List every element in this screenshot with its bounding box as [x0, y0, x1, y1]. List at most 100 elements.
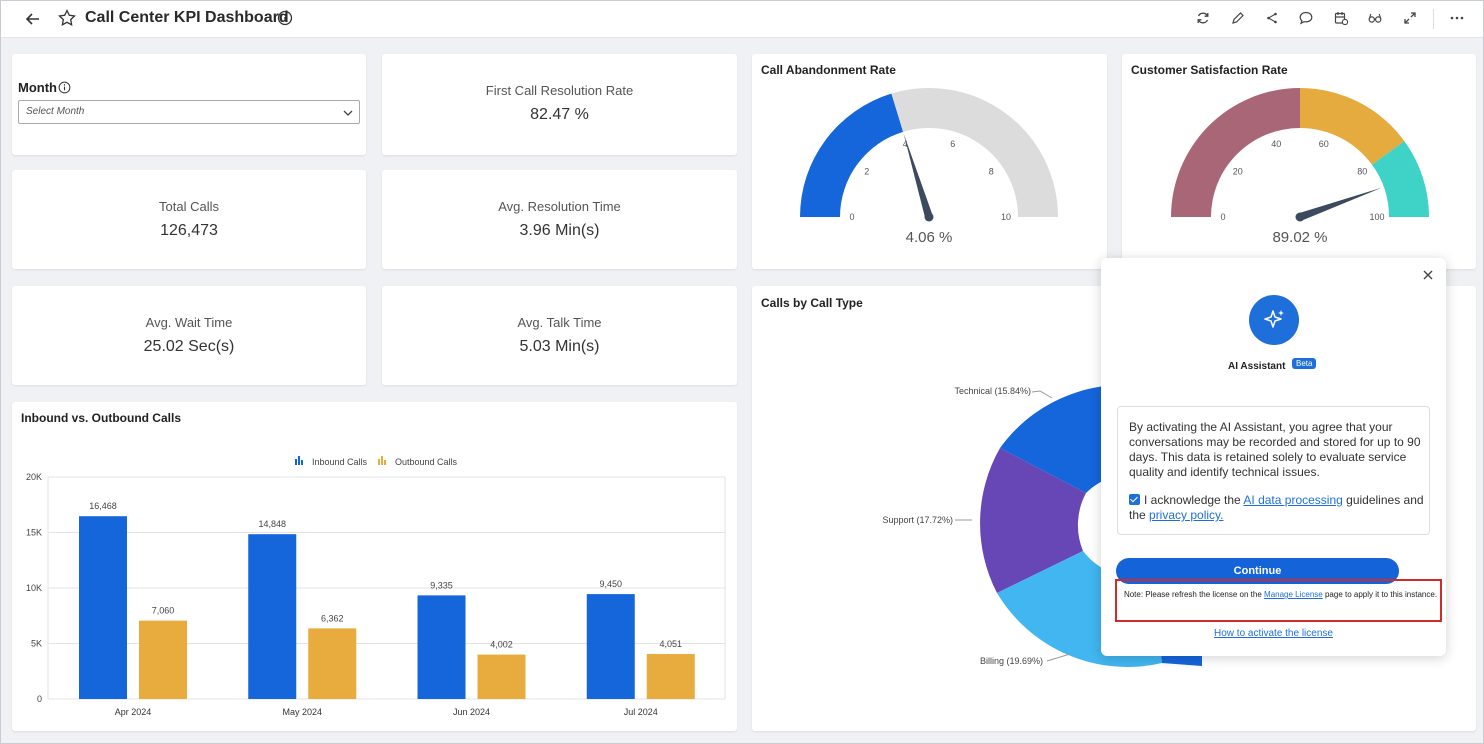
ai-data-processing-link[interactable]: AI data processing: [1243, 493, 1343, 507]
bar-inbound[interactable]: [417, 595, 466, 699]
kpi-card-total-calls: Total Calls 126,473: [12, 170, 366, 269]
gauge-value: 89.02 %: [1272, 229, 1327, 246]
back-arrow-icon[interactable]: [23, 9, 43, 29]
satisfaction-card: Customer Satisfaction Rate 0 20 40 60 80 100 8…: [1122, 54, 1476, 269]
close-icon[interactable]: [1422, 269, 1434, 281]
legend-bar-icon: [378, 459, 380, 465]
glasses-icon[interactable]: [1367, 10, 1383, 26]
kpi-label: Avg. Resolution Time: [498, 199, 621, 214]
consent-text: By activating the AI Assistant, you agre…: [1129, 420, 1421, 479]
gauge-tick-label: 0: [849, 212, 854, 222]
acknowledge-checkbox[interactable]: [1129, 494, 1140, 505]
month-label: Month: [18, 80, 57, 95]
bar-outbound[interactable]: [646, 654, 695, 699]
legend-item[interactable]: Outbound Calls: [378, 456, 458, 467]
bar-inbound[interactable]: [79, 516, 127, 699]
legend-bar-icon: [295, 459, 297, 465]
license-note-text: Note: Please refresh the license on the …: [1123, 589, 1438, 600]
ai-assistant-logo: [1249, 295, 1299, 345]
ack-text: guidelines and the: [1129, 493, 1424, 522]
card-title: Calls by Call Type: [761, 296, 863, 310]
share-icon[interactable]: [1264, 10, 1280, 26]
kpi-value: 25.02 Sec(s): [143, 338, 235, 355]
gauge-needle-hub: [924, 212, 934, 222]
gauge-tick-label: 40: [1271, 139, 1281, 149]
bar-inbound[interactable]: [248, 534, 297, 699]
month-select[interactable]: Select Month: [18, 100, 360, 124]
kpi-label: Avg. Talk Time: [517, 315, 602, 330]
x-tick-label: Apr 2024: [115, 707, 152, 717]
legend-bar-icon: [301, 460, 303, 465]
x-tick-label: Jul 2024: [624, 707, 658, 717]
data-label: 7,060: [152, 606, 175, 616]
bar-outbound[interactable]: [477, 654, 526, 699]
gauge-tick-label: 8: [989, 167, 994, 177]
gauge-tick-label: 20: [1233, 167, 1243, 177]
note-text: Note: Please refresh the license on the: [1123, 590, 1265, 599]
refresh-icon[interactable]: [1195, 10, 1211, 26]
bar-outbound[interactable]: [308, 628, 357, 699]
y-tick-label: 0: [37, 694, 42, 704]
chart-title: Inbound vs. Outbound Calls: [21, 411, 181, 425]
kpi-value: 82.47 %: [530, 106, 589, 123]
gauge-tick-label: 6: [950, 139, 955, 149]
sparkle-icon: [1264, 310, 1284, 328]
data-label: 9,335: [430, 580, 453, 590]
y-tick-label: 15K: [26, 528, 42, 538]
schedule-icon[interactable]: [1333, 10, 1349, 26]
gauge-tick-label: 60: [1319, 139, 1329, 149]
gauge-value: 4.06 %: [906, 229, 953, 246]
legend-item[interactable]: Inbound Calls: [295, 456, 368, 467]
label-leader-line: [1031, 390, 1053, 399]
donut-slice-support[interactable]: [980, 448, 1086, 593]
expand-icon[interactable]: [1402, 10, 1418, 26]
card-title: Call Abandonment Rate: [761, 63, 896, 77]
data-label: 4,051: [659, 639, 682, 649]
y-tick-label: 10K: [26, 583, 42, 593]
gauge-band: [891, 88, 1058, 217]
gauge-tick-label: 2: [864, 167, 869, 177]
slice-label-technical: Technical (15.84%): [954, 386, 1031, 396]
gauge-needle: [1298, 187, 1382, 221]
x-tick-label: Jun 2024: [453, 707, 490, 717]
gauge-needle-hub: [1295, 212, 1305, 222]
kpi-value: 3.96 Min(s): [519, 222, 600, 239]
comment-icon[interactable]: [1298, 10, 1314, 26]
more-options-icon[interactable]: [1449, 10, 1465, 26]
y-tick-label: 5K: [31, 639, 42, 649]
inbound-outbound-card: Inbound vs. Outbound Calls 0 5K 10K 15K 20K 1…: [12, 402, 737, 731]
info-icon[interactable]: [58, 81, 71, 94]
gauge-tick-label: 4: [903, 139, 908, 149]
kpi-label: Avg. Wait Time: [145, 315, 233, 330]
kpi-value: 126,473: [160, 222, 218, 239]
legend-bar-icon: [384, 460, 386, 465]
legend-bar-icon: [298, 456, 300, 465]
x-tick-label: May 2024: [282, 707, 322, 717]
kpi-card-avg-talk: Avg. Talk Time 5.03 Min(s): [382, 286, 737, 385]
legend-bar-icon: [381, 456, 383, 465]
bar-outbound[interactable]: [139, 620, 187, 699]
acknowledge-row: I acknowledge the AI data processing gui…: [1129, 493, 1424, 523]
info-icon[interactable]: [277, 10, 293, 26]
star-icon[interactable]: [57, 8, 77, 28]
label-leader-line: [1046, 653, 1071, 662]
consent-box: By activating the AI Assistant, you agre…: [1117, 406, 1430, 535]
ai-assistant-dialog: AI Assistant Beta By activating the AI A…: [1101, 258, 1446, 656]
how-to-activate-wrap: How to activate the license: [1101, 628, 1446, 639]
abandonment-card: Call Abandonment Rate 0 2 4 6 8 10 4.06 %: [752, 54, 1107, 269]
manage-license-link[interactable]: Manage License: [1264, 590, 1323, 599]
gauge-band: [1372, 141, 1429, 217]
gauge-tick-label: 100: [1369, 212, 1384, 222]
gauge-band: [800, 93, 904, 217]
bar-inbound[interactable]: [586, 594, 635, 699]
satisfaction-gauge: 0 20 40 60 80 100 89.02 %: [1171, 88, 1429, 246]
edit-icon[interactable]: [1230, 10, 1246, 26]
month-filter-card: Month Select Month: [12, 54, 366, 155]
kpi-card-fcr: First Call Resolution Rate 82.47 %: [382, 54, 737, 155]
how-to-activate-link[interactable]: How to activate the license: [1214, 628, 1333, 639]
license-note: Note: Please refresh the license on the …: [1115, 579, 1442, 622]
legend-label: Outbound Calls: [395, 457, 458, 467]
privacy-policy-link[interactable]: privacy policy.: [1149, 508, 1224, 522]
toolbar-divider: [1433, 9, 1434, 29]
gauge-tick-label: 10: [1001, 212, 1011, 222]
